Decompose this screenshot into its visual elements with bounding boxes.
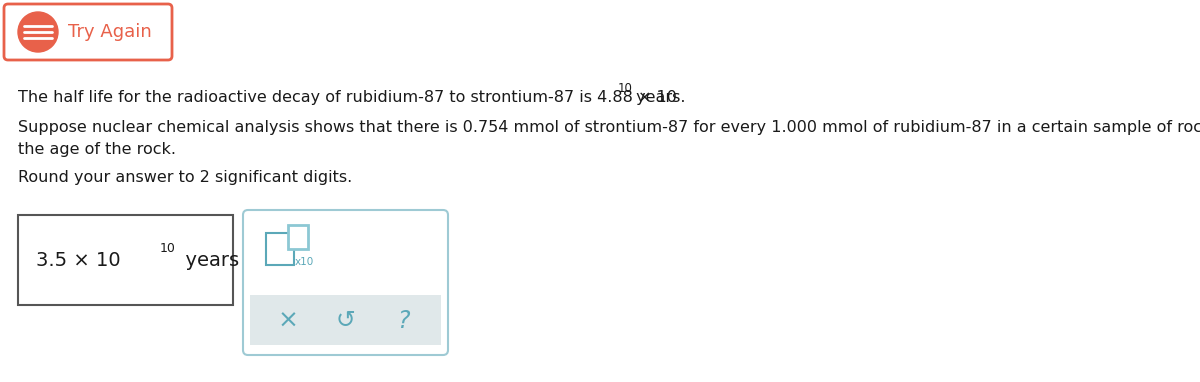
Text: ×: ×	[277, 309, 299, 332]
Text: the age of the rock.: the age of the rock.	[18, 142, 176, 157]
FancyBboxPatch shape	[242, 210, 448, 355]
Text: x10: x10	[295, 257, 314, 267]
Text: ?: ?	[397, 309, 409, 332]
FancyBboxPatch shape	[18, 215, 233, 305]
Text: 3.5 × 10: 3.5 × 10	[36, 251, 121, 269]
Text: ↺: ↺	[335, 309, 355, 332]
Text: Try Again: Try Again	[68, 23, 151, 41]
Text: 10: 10	[160, 243, 176, 256]
FancyBboxPatch shape	[266, 233, 294, 265]
Text: years: years	[173, 251, 239, 269]
Text: Suppose nuclear chemical analysis shows that there is 0.754 mmol of strontium-87: Suppose nuclear chemical analysis shows …	[18, 120, 1200, 135]
Circle shape	[18, 12, 58, 52]
FancyBboxPatch shape	[4, 4, 172, 60]
Text: Round your answer to 2 significant digits.: Round your answer to 2 significant digit…	[18, 170, 353, 185]
FancyBboxPatch shape	[288, 225, 308, 249]
Text: 10: 10	[618, 82, 632, 95]
FancyBboxPatch shape	[250, 295, 442, 345]
Text: The half life for the radioactive decay of rubidium-87 to strontium-87 is 4.88 ×: The half life for the radioactive decay …	[18, 90, 677, 105]
Text: years.: years.	[631, 90, 685, 105]
